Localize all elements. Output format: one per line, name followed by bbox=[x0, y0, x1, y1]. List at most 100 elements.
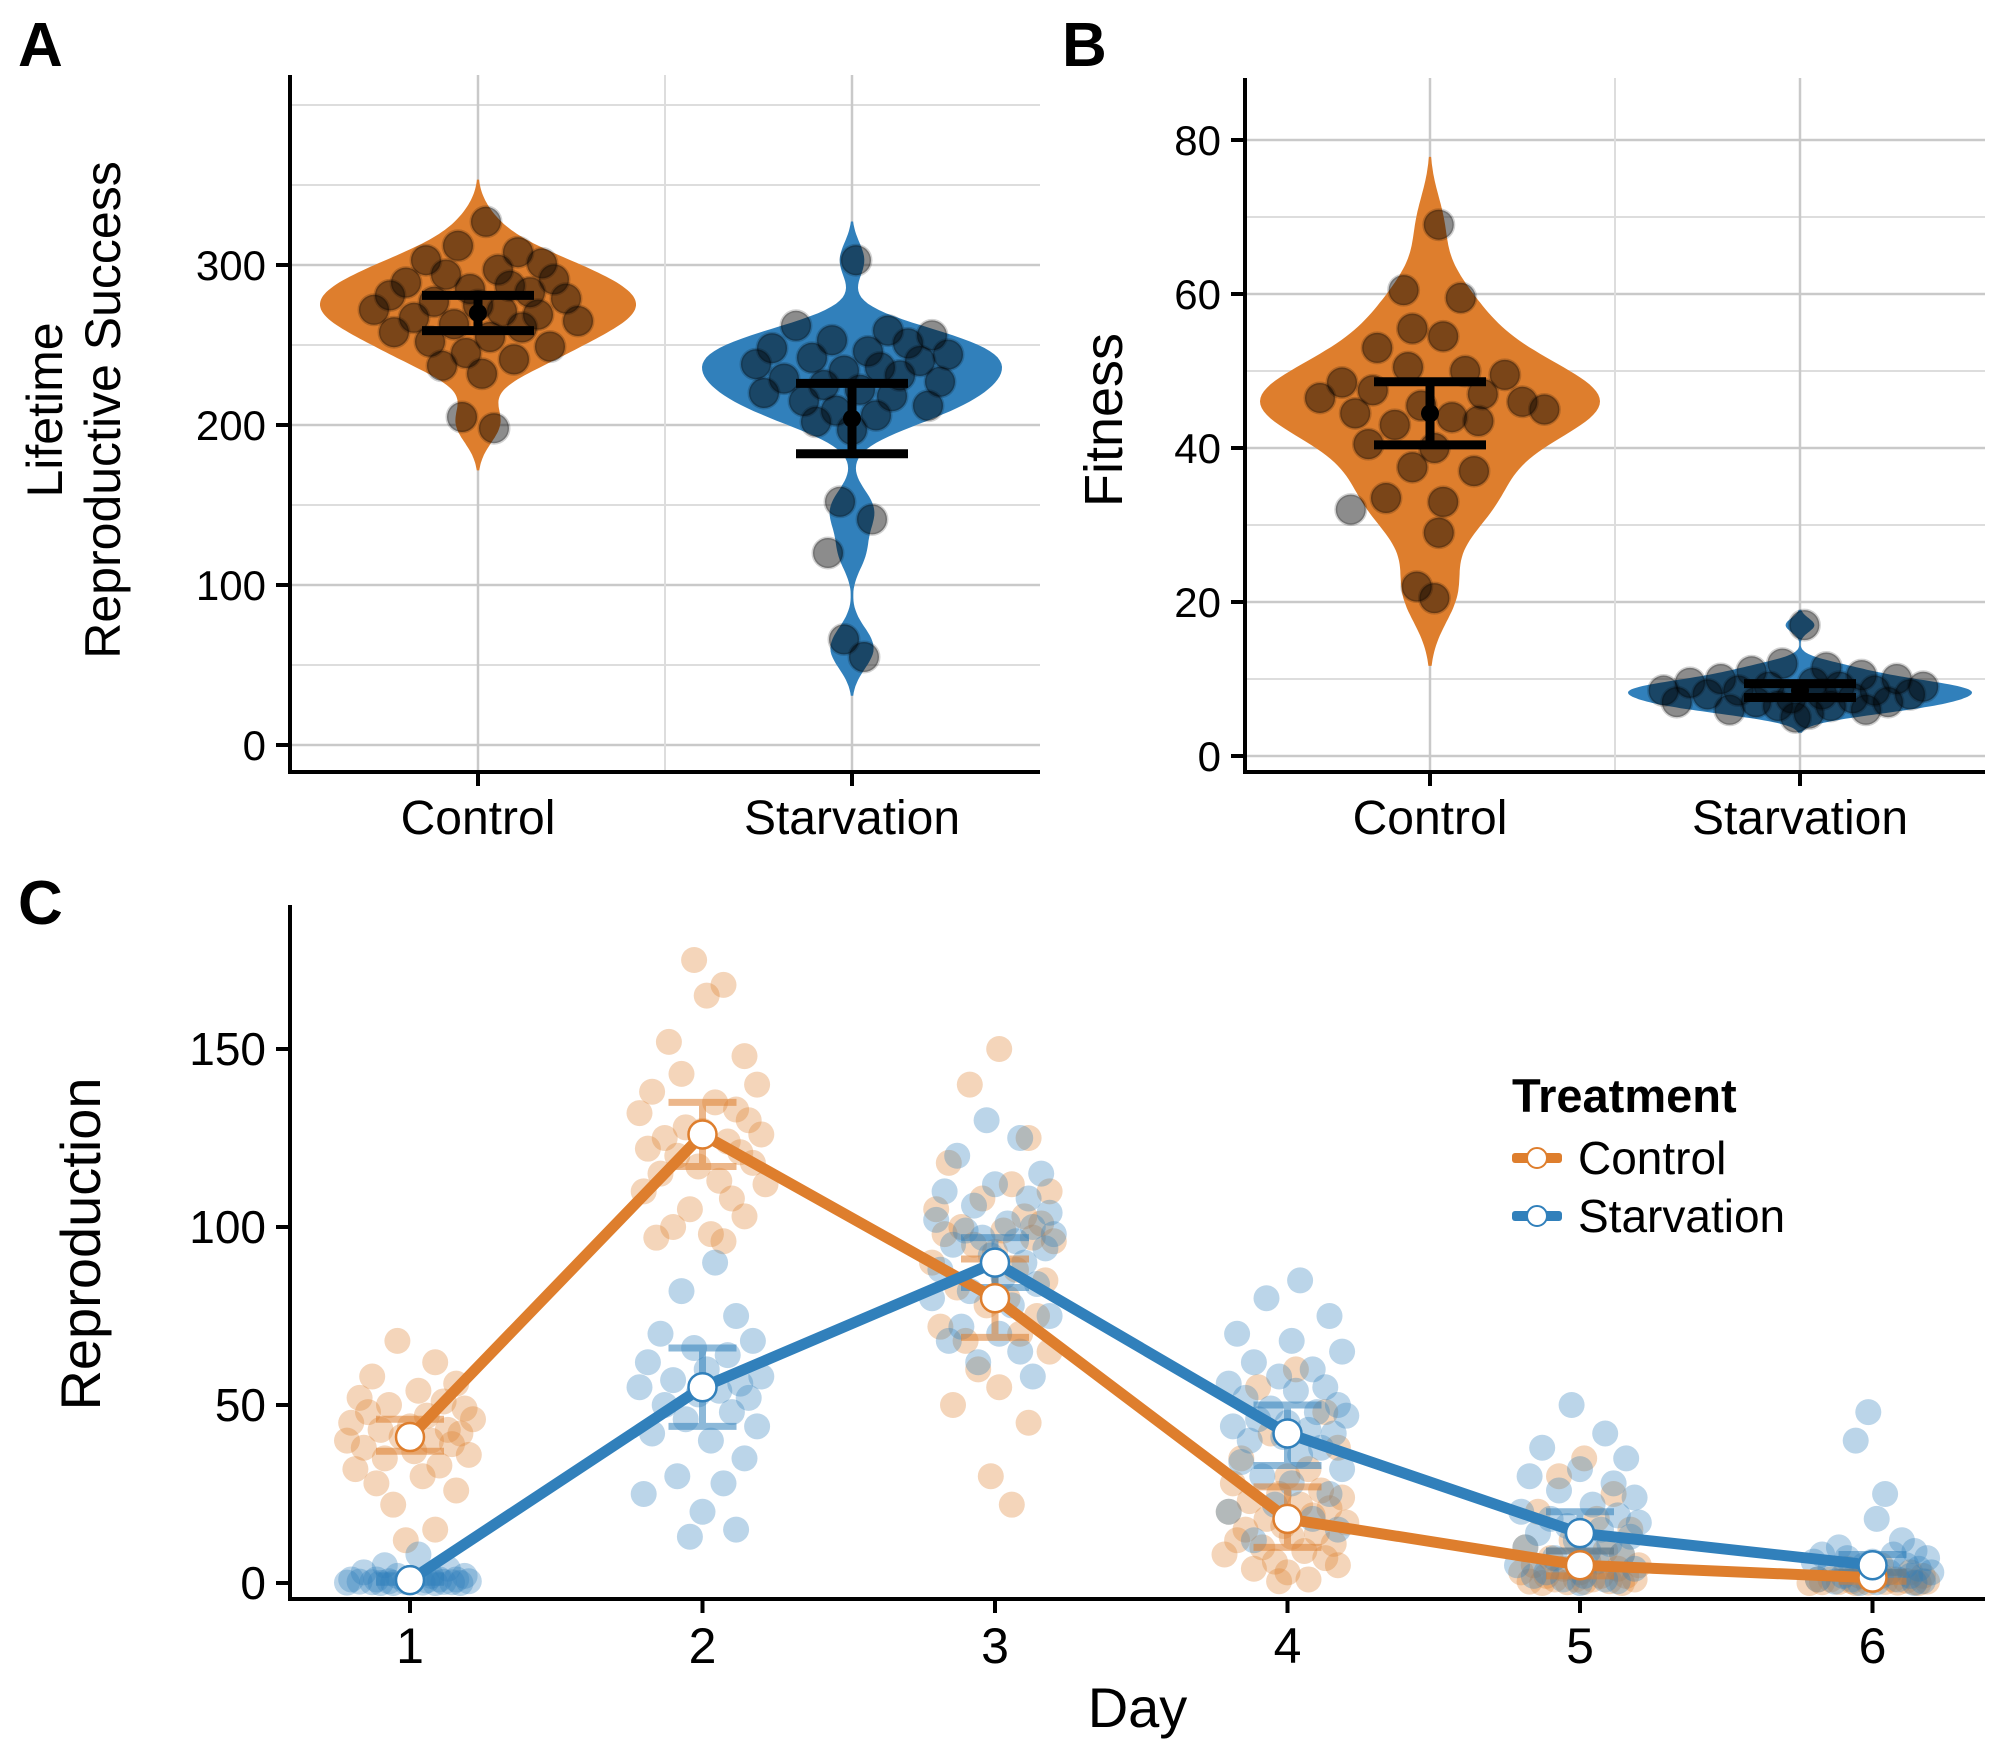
data-point bbox=[1880, 662, 1914, 696]
mean-point bbox=[1272, 1418, 1303, 1449]
jitter-point bbox=[338, 1566, 365, 1593]
jitter-point bbox=[359, 1363, 386, 1390]
jitter-point bbox=[1625, 1509, 1652, 1536]
data-point bbox=[1906, 670, 1940, 704]
jitter-point bbox=[986, 1374, 1013, 1401]
jitter-point bbox=[977, 1463, 1004, 1490]
legend-entry-label: Control bbox=[1578, 1132, 1727, 1184]
jitter-point bbox=[1015, 1185, 1042, 1212]
jitter-point bbox=[655, 1028, 682, 1055]
y-tick-label: 80 bbox=[1174, 117, 1221, 164]
data-point bbox=[1488, 358, 1522, 392]
jitter-point bbox=[1592, 1420, 1619, 1447]
jitter-point bbox=[1600, 1470, 1627, 1497]
data-point bbox=[1527, 393, 1561, 426]
data-point bbox=[425, 349, 459, 383]
jitter-point bbox=[1546, 1463, 1572, 1490]
jitter-point bbox=[660, 1367, 687, 1394]
jitter-point bbox=[1224, 1527, 1251, 1554]
data-point bbox=[739, 347, 773, 381]
data-point bbox=[357, 293, 391, 327]
data-point bbox=[915, 318, 949, 352]
mean-point bbox=[469, 304, 487, 322]
jitter-point bbox=[739, 1327, 766, 1354]
data-point bbox=[1334, 493, 1368, 527]
data-point bbox=[911, 389, 945, 423]
jitter-point bbox=[405, 1541, 432, 1568]
y-tick-label: 300 bbox=[196, 242, 266, 289]
starvation-line-key-icon bbox=[1512, 1203, 1562, 1229]
jitter-point bbox=[668, 1278, 695, 1305]
data-point bbox=[767, 362, 801, 396]
jitter-point bbox=[651, 1125, 678, 1151]
jitter-point bbox=[1015, 1409, 1042, 1436]
jitter-point bbox=[1855, 1399, 1882, 1426]
jitter-point bbox=[1249, 1463, 1276, 1490]
data-point bbox=[533, 330, 567, 364]
data-point bbox=[449, 336, 483, 370]
data-point bbox=[923, 365, 957, 399]
jitter-point bbox=[1036, 1303, 1063, 1329]
jitter-point bbox=[1914, 1545, 1941, 1572]
x-tick-label: 1 bbox=[396, 1618, 424, 1674]
jitter-point bbox=[1299, 1356, 1326, 1383]
mean-point bbox=[1272, 1503, 1303, 1535]
jitter-point bbox=[718, 1399, 745, 1426]
jitter-point bbox=[630, 1481, 657, 1507]
error-bar bbox=[796, 378, 908, 459]
jitter-point bbox=[944, 1142, 971, 1169]
jitter-point bbox=[1872, 1481, 1899, 1507]
jitter-point bbox=[994, 1210, 1021, 1237]
jitter-point bbox=[744, 1413, 771, 1440]
jitter-point bbox=[668, 1060, 695, 1087]
y-tick-label: 0 bbox=[243, 722, 266, 769]
jitter-point bbox=[935, 1149, 962, 1176]
jitter-point bbox=[965, 1349, 992, 1376]
jitter-point bbox=[380, 1491, 407, 1518]
jitter-point bbox=[460, 1406, 486, 1433]
jitter-point bbox=[923, 1206, 950, 1233]
data-point bbox=[409, 243, 443, 277]
jitter-point bbox=[676, 1196, 703, 1223]
jitter-point bbox=[1007, 1125, 1034, 1151]
jitter-point bbox=[1516, 1463, 1543, 1490]
jitter-point bbox=[1236, 1427, 1263, 1454]
jitter-point bbox=[1274, 1559, 1301, 1586]
data-point bbox=[747, 376, 781, 410]
jitter-point bbox=[451, 1562, 478, 1589]
jitter-point bbox=[1909, 1568, 1936, 1595]
jitter-point bbox=[735, 1384, 762, 1411]
data-point bbox=[497, 342, 531, 376]
jitter-point bbox=[1520, 1562, 1547, 1589]
mean-point bbox=[1421, 404, 1439, 423]
jitter-point bbox=[422, 1516, 449, 1543]
jitter-point bbox=[923, 1196, 950, 1223]
jitter-point bbox=[1901, 1537, 1928, 1564]
data-point bbox=[1444, 281, 1478, 315]
jitter-point bbox=[647, 1320, 674, 1347]
jitter-point bbox=[350, 1559, 377, 1586]
data-point bbox=[1871, 685, 1905, 719]
data-point bbox=[1422, 208, 1456, 242]
jitter-point bbox=[689, 1498, 716, 1525]
x-category-label: Starvation bbox=[744, 792, 960, 845]
data-point bbox=[839, 243, 873, 277]
data-point bbox=[561, 304, 595, 338]
panel-a-violin-plot: 0 100 200 300 Control Starvation Lifetime Repro… bbox=[17, 75, 1040, 845]
jitter-point bbox=[1901, 1569, 1928, 1596]
data-point bbox=[1378, 408, 1412, 442]
jitter-point bbox=[1312, 1545, 1339, 1572]
jitter-point bbox=[1245, 1374, 1272, 1401]
jitter-point bbox=[1266, 1363, 1293, 1390]
jitter-point bbox=[1901, 1570, 1928, 1596]
data-point bbox=[477, 411, 511, 445]
data-point bbox=[1426, 319, 1460, 353]
data-point bbox=[891, 326, 925, 360]
panel-b-violin-plot: 0 20 40 60 80 Control Starvation Fitness bbox=[1074, 78, 1985, 845]
jitter-point bbox=[710, 1470, 737, 1497]
jitter-point bbox=[1909, 1562, 1936, 1589]
jitter-point bbox=[1228, 1445, 1255, 1472]
mean-point bbox=[687, 1371, 718, 1403]
mean-point bbox=[1564, 1549, 1596, 1581]
data-point bbox=[799, 405, 833, 439]
